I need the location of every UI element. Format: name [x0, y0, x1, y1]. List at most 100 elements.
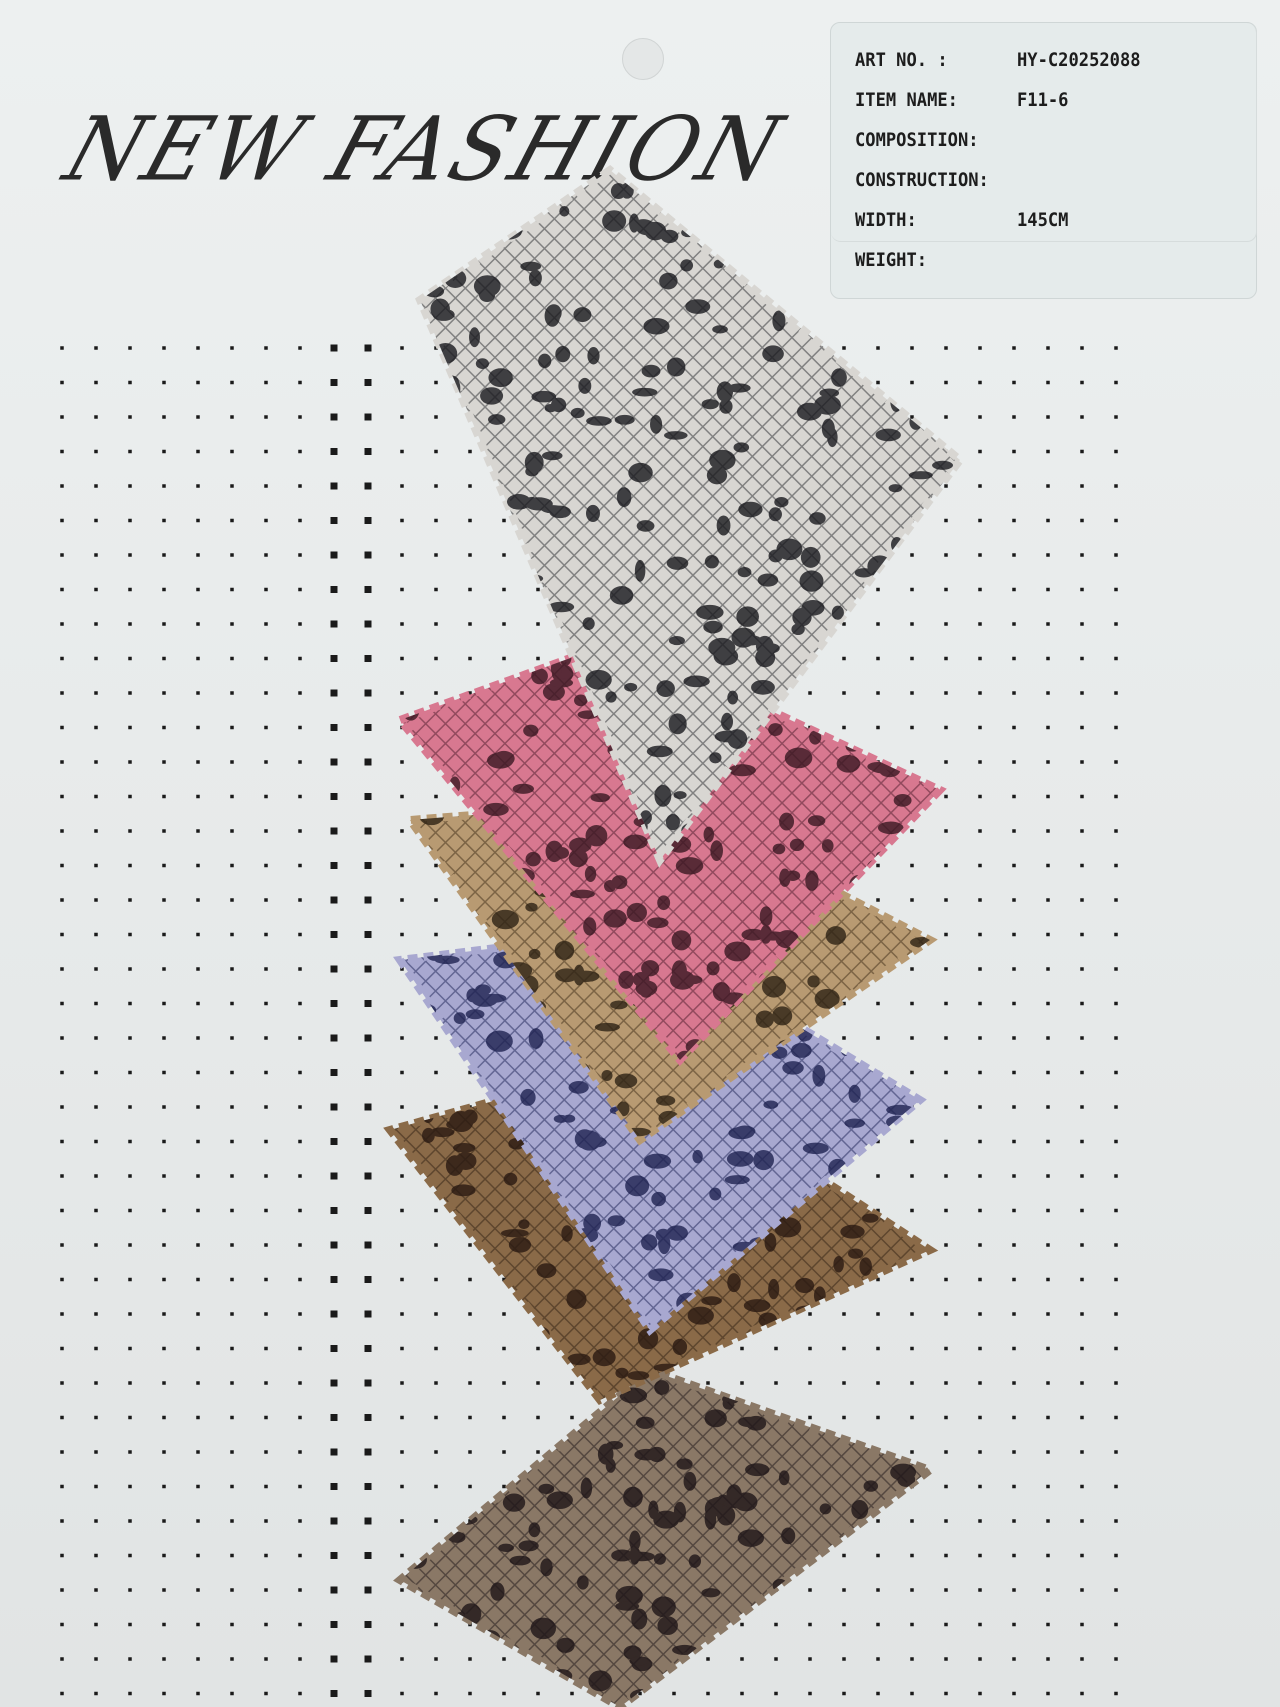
- leopard-spot: [850, 639, 866, 650]
- grid-dot: [330, 413, 338, 421]
- grid-dot: [60, 1415, 64, 1420]
- leopard-spot: [875, 367, 888, 379]
- grid-dot: [876, 1277, 880, 1282]
- leopard-spot: [470, 1312, 495, 1331]
- grid-dot: [330, 758, 338, 766]
- grid-dot: [400, 1036, 404, 1040]
- grid-dot: [502, 553, 506, 557]
- grid-dot: [876, 587, 880, 592]
- leopard-spot: [653, 1510, 680, 1529]
- grid-dot: [94, 484, 98, 488]
- leopard-spot: [704, 554, 719, 569]
- grid-dot: [60, 1484, 64, 1489]
- grid-dot: [434, 1450, 438, 1454]
- grid-dot: [94, 1070, 98, 1075]
- leopard-spot: [824, 654, 835, 669]
- grid-dot: [162, 449, 166, 454]
- leopard-spot: [585, 504, 600, 522]
- leopard-spot: [666, 556, 689, 570]
- leopard-spot: [888, 684, 906, 703]
- leopard-spot: [709, 449, 736, 471]
- leopard-spot: [801, 599, 825, 616]
- grid-dot: [1012, 829, 1016, 833]
- leopard-spot: [876, 1190, 902, 1205]
- grid-dot: [196, 1415, 200, 1420]
- grid-dot: [876, 622, 880, 626]
- grid-dot: [468, 622, 472, 626]
- leopard-spot: [844, 1028, 859, 1045]
- grid-dot: [162, 1174, 166, 1178]
- leopard-spot: [453, 1143, 476, 1153]
- leopard-spot: [654, 784, 672, 807]
- grid-dot: [570, 1381, 574, 1385]
- leopard-spot: [422, 1127, 435, 1143]
- grid-dot: [434, 1036, 438, 1040]
- leopard-spot: [738, 1416, 761, 1428]
- grid-dot: [842, 1346, 846, 1351]
- leopard-spot: [423, 653, 446, 673]
- grid-dot: [364, 586, 372, 593]
- grid-dot: [502, 1484, 506, 1489]
- grid-dot: [842, 346, 846, 350]
- leopard-spot: [494, 223, 522, 240]
- grid-dot: [876, 725, 880, 730]
- grid-dot: [128, 415, 132, 419]
- grid-dot: [196, 1622, 200, 1627]
- leopard-spot: [651, 1191, 666, 1207]
- grid-dot: [978, 1346, 982, 1351]
- leopard-spot: [641, 960, 660, 977]
- leopard-spot: [603, 909, 627, 928]
- grid-dot: [330, 1069, 338, 1076]
- grid-dot: [128, 1346, 132, 1351]
- leopard-spot: [657, 895, 671, 911]
- leopard-spot: [422, 439, 437, 459]
- grid-dot: [434, 1277, 438, 1282]
- leopard-spot: [727, 1273, 741, 1293]
- grid-dot: [1012, 484, 1016, 488]
- grid-dot: [364, 1483, 372, 1490]
- leopard-spot: [762, 345, 784, 363]
- leopard-spot: [935, 375, 950, 395]
- grid-dot: [978, 863, 982, 868]
- grid-dot: [264, 1588, 268, 1592]
- leopard-spot: [470, 1290, 498, 1310]
- grid-dot: [60, 794, 64, 799]
- leopard-spot: [790, 1042, 812, 1058]
- grid-dot: [196, 794, 200, 799]
- leopard-spot: [900, 1057, 911, 1066]
- grid-dot: [978, 794, 982, 799]
- grid-dot: [944, 1001, 948, 1006]
- grid-dot: [364, 1000, 372, 1007]
- leopard-spot: [643, 317, 670, 335]
- grid-dot: [434, 1312, 438, 1316]
- leopard-spot: [651, 1596, 676, 1618]
- grid-dot: [162, 1208, 166, 1213]
- grid-dot: [230, 1519, 234, 1523]
- grid-dot: [162, 1070, 166, 1075]
- grid-dot: [434, 656, 438, 661]
- grid-dot: [298, 553, 302, 557]
- leopard-spot: [512, 783, 535, 794]
- leopard-spot: [867, 723, 881, 737]
- grid-dot: [1080, 518, 1084, 523]
- grid-dot: [128, 1036, 132, 1040]
- leopard-spot: [509, 1555, 531, 1566]
- grid-dot: [400, 1174, 404, 1178]
- grid-dot: [162, 1277, 166, 1282]
- grid-dot: [978, 484, 982, 488]
- spec-value: F11-6: [1017, 89, 1069, 111]
- grid-dot: [264, 932, 268, 937]
- grid-dot: [910, 1553, 914, 1558]
- grid-dot: [364, 1690, 372, 1697]
- grid-dot: [230, 1450, 234, 1454]
- grid-dot: [842, 656, 846, 661]
- grid-dot: [1080, 1588, 1084, 1592]
- grid-dot: [298, 760, 302, 764]
- grid-dot: [94, 1208, 98, 1213]
- grid-dot: [1046, 691, 1050, 695]
- leopard-spot: [781, 1527, 796, 1545]
- leopard-spot: [805, 870, 819, 891]
- grid-dot: [128, 1139, 132, 1144]
- grid-dot: [196, 1657, 200, 1661]
- leopard-spot: [915, 708, 940, 721]
